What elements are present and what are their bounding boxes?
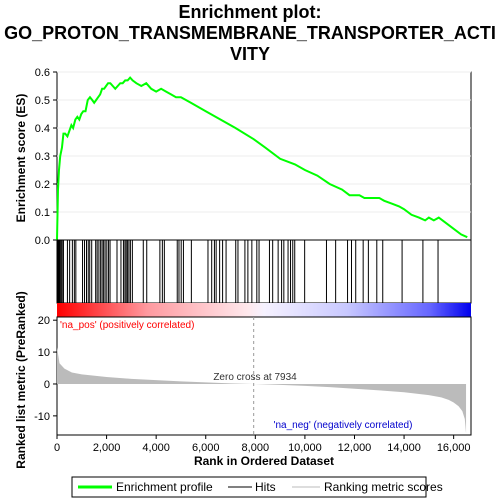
ranking-metric-area [57,347,467,434]
es-y-tick-label: 0.3 [35,151,50,163]
metric-panel-frame [56,316,472,436]
x-axis-label: Rank in Ordered Dataset [194,454,334,468]
colorbar-rect [57,303,471,317]
x-tick-label: 8,000 [242,442,270,454]
legend: Enrichment profile Hits Ranking metric s… [71,476,443,498]
es-y-tick-label: 0.0 [35,235,50,247]
es-panel: 0.0 0.1 0.2 0.3 0.4 0.5 0.6 Enrichment score (… [14,67,472,247]
legend-hits-label: Hits [255,480,276,494]
x-tick-label: 14,000 [387,442,421,454]
x-tick-label: 16,000 [437,442,471,454]
es-y-tick-label: 0.6 [35,67,50,79]
x-tick-label: 6,000 [192,442,220,454]
es-gridlines [57,71,471,241]
zero-cross-label: Zero cross at 7934 [213,372,297,383]
x-tick-label: 2,000 [93,442,121,454]
metric-y-tick-label: 0 [44,379,50,391]
es-y-axis-label: Enrichment score (ES) [14,94,28,223]
metric-y-ticks: -10 0 10 20 [34,315,57,423]
x-tick-label: 0 [54,442,60,454]
metric-y-tick-label: -10 [34,411,50,423]
chart-title: Enrichment plot: GO_PROTON_TRANSMEMBRANE… [4,2,496,64]
title-line-2: GO_PROTON_TRANSMEMBRANE_TRANSPORTER_ACTI [4,23,496,43]
neg-corr-label: 'na_neg' (negatively correlated) [274,420,413,431]
pos-corr-label: 'na_pos' (positively correlated) [60,320,194,331]
title-line-3: VITY [230,44,270,64]
title-line-1: Enrichment plot: [179,2,322,22]
es-y-tick-label: 0.5 [35,95,50,107]
es-profile-line [56,76,468,241]
metric-y-tick-label: 20 [38,315,50,327]
hit-marks [57,240,439,303]
es-y-tick-label: 0.1 [35,207,50,219]
metric-panel: -10 0 10 20 'na_pos' (positively correlated… [14,291,472,469]
x-tick-label: 4,000 [142,442,170,454]
es-y-tick-label: 0.4 [35,123,50,135]
legend-metric-label: Ranking metric scores [324,480,443,494]
hits-panel [56,239,472,304]
legend-es-label: Enrichment profile [116,480,213,494]
x-axis-ticks: 0 2,000 4,000 6,000 8,000 10,000 12,000 14,000 1… [54,435,471,454]
x-tick-label: 10,000 [288,442,322,454]
x-tick-label: 12,000 [338,442,372,454]
metric-y-axis-label: Ranked list metric (PreRanked) [14,291,28,468]
es-y-tick-label: 0.2 [35,179,50,191]
metric-y-tick-label: 10 [38,347,50,359]
hits-panel-frame [56,239,472,304]
ranking-colorbar [57,303,471,317]
es-y-ticks: 0.0 0.1 0.2 0.3 0.4 0.5 0.6 [35,67,57,247]
